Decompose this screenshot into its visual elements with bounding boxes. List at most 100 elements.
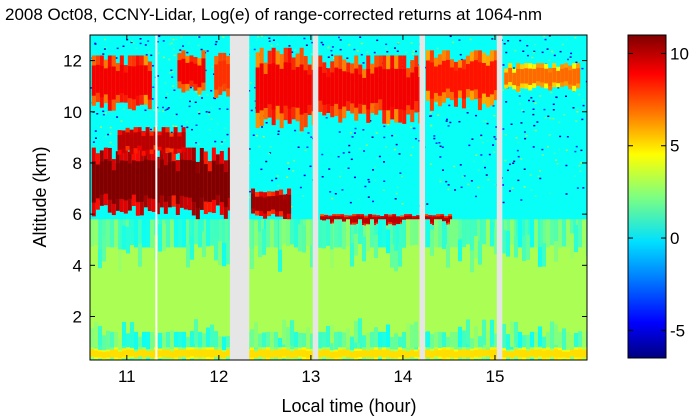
- noise-speckle: [439, 145, 442, 148]
- noise-speckle: [563, 113, 566, 116]
- surface-layer-core: [102, 352, 106, 358]
- noise-speckle: [502, 64, 505, 66]
- surface-layer-core: [290, 351, 294, 358]
- noise-speckle: [439, 180, 442, 183]
- noise-speckle: [504, 159, 507, 162]
- noise-speckle: [223, 139, 226, 141]
- cirrus-core: [540, 67, 545, 83]
- surface-layer-core: [174, 349, 178, 358]
- noise-speckle: [331, 54, 334, 56]
- noise-speckle: [112, 144, 115, 146]
- surface-layer-core: [138, 349, 142, 357]
- surface-layer-core: [270, 350, 274, 358]
- thick-cloud-core: [111, 170, 116, 204]
- surface-layer-core: [134, 351, 138, 358]
- thin-layer-core: [444, 217, 449, 223]
- boundary-layer-core: [398, 266, 402, 337]
- noise-speckle: [435, 102, 438, 105]
- thin-layer-core: [336, 216, 341, 222]
- noise-speckle: [197, 111, 200, 113]
- surface-layer-core: [450, 349, 454, 358]
- noise-speckle: [139, 42, 142, 45]
- surface-layer-core: [130, 349, 134, 357]
- boundary-layer-core: [378, 247, 382, 332]
- noise-speckle: [158, 35, 161, 37]
- surface-layer-core: [458, 349, 462, 358]
- noise-speckle: [150, 54, 153, 57]
- noise-speckle: [201, 97, 204, 99]
- noise-speckle: [182, 45, 185, 47]
- cirrus-core: [532, 68, 537, 84]
- surface-layer-core: [122, 350, 126, 357]
- surface-layer-core: [534, 349, 538, 358]
- noise-speckle: [372, 200, 375, 203]
- noise-speckle: [565, 149, 568, 151]
- noise-speckle: [311, 41, 314, 44]
- noise-speckle: [460, 58, 463, 61]
- noise-speckle: [549, 192, 552, 194]
- noise-speckle: [265, 121, 268, 124]
- surface-layer-core: [182, 349, 186, 357]
- noise-speckle: [357, 198, 360, 200]
- noise-speckle: [198, 94, 201, 97]
- noise-speckle: [454, 189, 457, 191]
- noise-speckle: [374, 179, 377, 182]
- boundary-layer-core: [90, 246, 94, 329]
- noise-speckle: [534, 43, 537, 46]
- boundary-layer-core: [506, 256, 510, 335]
- thick-cloud-core: [215, 164, 220, 196]
- surface-layer-core: [126, 349, 130, 357]
- noise-speckle: [548, 35, 551, 37]
- surface-layer-core: [538, 349, 542, 357]
- noise-speckle: [109, 126, 112, 129]
- noise-speckle: [151, 98, 154, 100]
- thin-layer-core: [332, 215, 337, 222]
- noise-speckle: [248, 46, 251, 49]
- surface-layer-core: [90, 349, 94, 357]
- surface-layer-core: [470, 350, 474, 358]
- cirrus-core: [362, 77, 367, 105]
- noise-speckle: [337, 36, 340, 39]
- noise-speckle: [347, 167, 350, 170]
- noise-speckle: [211, 66, 214, 68]
- noise-speckle: [92, 141, 95, 143]
- noise-speckle: [508, 163, 511, 166]
- surface-layer-core: [318, 350, 322, 358]
- surface-layer-core: [466, 349, 470, 358]
- noise-speckle: [512, 162, 515, 165]
- noise-speckle: [222, 36, 225, 38]
- surface-layer-core: [478, 349, 482, 357]
- noise-speckle: [167, 107, 170, 109]
- noise-speckle: [267, 39, 270, 42]
- noise-speckle: [447, 188, 450, 191]
- noise-speckle: [94, 130, 97, 132]
- noise-speckle: [486, 140, 489, 142]
- noise-speckle: [502, 201, 505, 204]
- noise-speckle: [359, 147, 362, 150]
- noise-speckle: [94, 137, 97, 139]
- noise-speckle: [260, 168, 263, 171]
- boundary-layer-core: [518, 247, 522, 332]
- noise-speckle: [254, 86, 257, 89]
- surface-layer-core: [386, 349, 390, 358]
- boundary-layer-core: [402, 247, 406, 332]
- noise-speckle: [383, 125, 386, 128]
- cirrus-core: [473, 60, 478, 90]
- cirrus-core: [441, 60, 446, 93]
- noise-speckle: [569, 56, 572, 58]
- boundary-layer-core: [570, 258, 574, 335]
- cirrus-core: [326, 77, 331, 105]
- noise-speckle: [449, 35, 452, 38]
- boundary-layer-core: [526, 259, 530, 335]
- cirrus-core: [303, 70, 308, 113]
- noise-speckle: [558, 148, 561, 151]
- boundary-layer-core: [142, 247, 146, 332]
- noise-speckle: [533, 50, 536, 53]
- surface-layer-core: [462, 349, 466, 358]
- boundary-layer-core: [454, 247, 458, 332]
- x-tick-label: 13: [301, 367, 320, 386]
- boundary-layer-core: [270, 247, 274, 332]
- thick-cloud-core: [119, 160, 124, 200]
- noise-speckle: [555, 96, 558, 98]
- cirrus-core: [564, 67, 569, 82]
